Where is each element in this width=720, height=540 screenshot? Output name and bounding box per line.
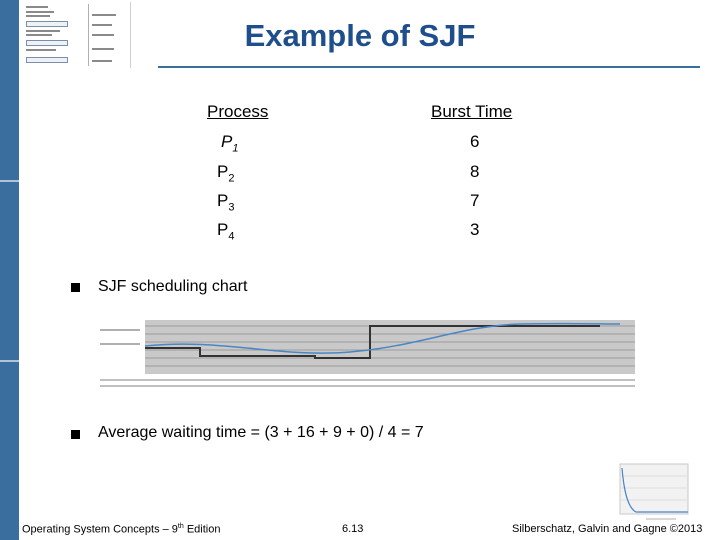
burst-cell: 6: [470, 132, 480, 151]
burst-cell: 8: [470, 162, 480, 181]
burst-cell: 3: [470, 220, 480, 239]
footer-copyright: Silberschatz, Galvin and Gagne ©2013: [512, 523, 703, 535]
process-cell: P2: [217, 162, 235, 185]
slide-sidebar: [0, 0, 19, 540]
title-underline: [158, 66, 700, 68]
footer-book-title: Operating System Concepts – 9th Edition: [22, 523, 221, 536]
bullet-marker: [71, 430, 80, 439]
process-cell: P4: [217, 220, 235, 243]
burst-cell: 7: [470, 191, 480, 210]
thumbnail-image: [22, 2, 131, 68]
process-cell: P1: [221, 132, 239, 155]
bullet-chart-label: SJF scheduling chart: [98, 278, 248, 295]
bullet-marker: [71, 283, 80, 292]
footer-page-number: 6.13: [342, 523, 364, 535]
header-process: Process: [207, 102, 269, 121]
slide-title: Example of SJF: [244, 18, 476, 53]
header-burst-time: Burst Time: [431, 102, 513, 121]
average-waiting-time: Average waiting time = (3 + 16 + 9 + 0) …: [98, 424, 424, 441]
scheduling-chart-image: [100, 320, 635, 387]
small-graph-image: [619, 463, 689, 520]
process-cell: P3: [217, 191, 235, 214]
